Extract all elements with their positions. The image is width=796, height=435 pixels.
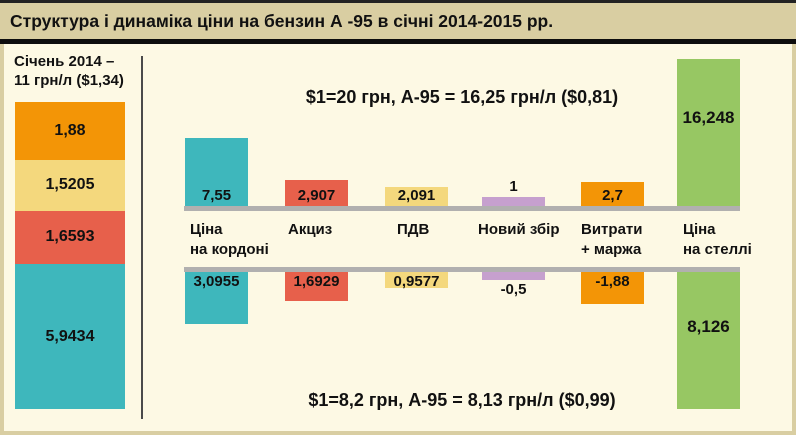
bar-value-label: 8,126 (687, 316, 730, 336)
bar-value-label: 0,9577 (393, 273, 440, 290)
left-stacked-bar: 1,88 1,5205 1,6593 5,9434 (15, 102, 125, 409)
category-label-2: ПДВ (397, 221, 430, 238)
left-stack-segment-label: 5,9434 (45, 327, 95, 345)
left-stack-segment-label: 1,6593 (45, 228, 95, 246)
left-stack-segment-label: 1,88 (54, 122, 86, 140)
page-title: Структура і динаміка ціни на бензин А -9… (10, 11, 554, 31)
axis-bottom (184, 267, 740, 272)
bar-lower-3: -0,5 (482, 272, 545, 298)
title-bar: Структура і динаміка ціни на бензин А -9… (0, 3, 796, 39)
bar-upper-5: 16,248 (677, 58, 740, 206)
bar-value-label: 1,6929 (293, 273, 340, 290)
bar-value-label: 2,907 (297, 186, 336, 204)
bar-value-label: 1 (509, 177, 518, 195)
annotation-2015: $1=20 грн, А-95 = 16,25 грн/л ($0,81) (305, 87, 619, 107)
axis-top (184, 206, 740, 211)
top-border (0, 0, 796, 3)
category-label-4: Витрати + маржа (581, 221, 643, 258)
annotation-2014: $1=8,2 грн, А-95 = 8,13 грн/л ($0,99) (308, 390, 616, 410)
bar-upper-4: 2,7 (581, 181, 644, 206)
left-panel-heading-line2: 11 грн/л ($1,34) (14, 72, 124, 89)
left-stack-segment-2: 1,6593 (15, 210, 125, 265)
bar-lower-0: 3,0955 (185, 272, 248, 325)
bar-lower-1: 1,6929 (285, 272, 348, 301)
bar-value-label: 7,55 (201, 186, 232, 204)
bar-lower-5: 8,126 (677, 272, 740, 409)
bar-value-label: 2,091 (397, 186, 436, 204)
bar-upper-2: 2,091 (385, 187, 448, 206)
panel-divider (141, 56, 143, 419)
bar-upper-1: 2,907 (285, 179, 348, 206)
bar-value-label: 3,0955 (193, 273, 240, 290)
left-panel-heading: Січень 2014 – 11 грн/л ($1,34) (14, 52, 124, 90)
category-label-3: Новий збір (478, 221, 560, 238)
bar-value-label: 2,7 (602, 186, 623, 204)
bar-value-label: -0,5 (500, 281, 527, 299)
bar-lower-2: 0,9577 (385, 272, 448, 290)
left-panel-heading-line1: Січень 2014 – (14, 53, 115, 70)
left-stack-segment-0: 1,88 (15, 102, 125, 161)
left-stack-segment-1: 1,5205 (15, 160, 125, 211)
bar-value-label: 16,248 (682, 107, 735, 127)
title-divider (0, 39, 796, 44)
bar-upper-3: 1 (482, 178, 545, 206)
category-label-1: Акциз (288, 221, 333, 238)
bar-value-label: -1,88 (595, 273, 630, 290)
category-label-0: Ціна на кордоні (190, 221, 269, 258)
left-stack-segment-3: 5,9434 (15, 264, 125, 409)
category-label-5: Ціна на стеллі (683, 221, 752, 258)
left-stack-segment-label: 1,5205 (45, 176, 95, 194)
content-background (4, 44, 792, 431)
bar-lower-4: -1,88 (581, 272, 644, 304)
bar-upper-0: 7,55 (185, 137, 248, 206)
